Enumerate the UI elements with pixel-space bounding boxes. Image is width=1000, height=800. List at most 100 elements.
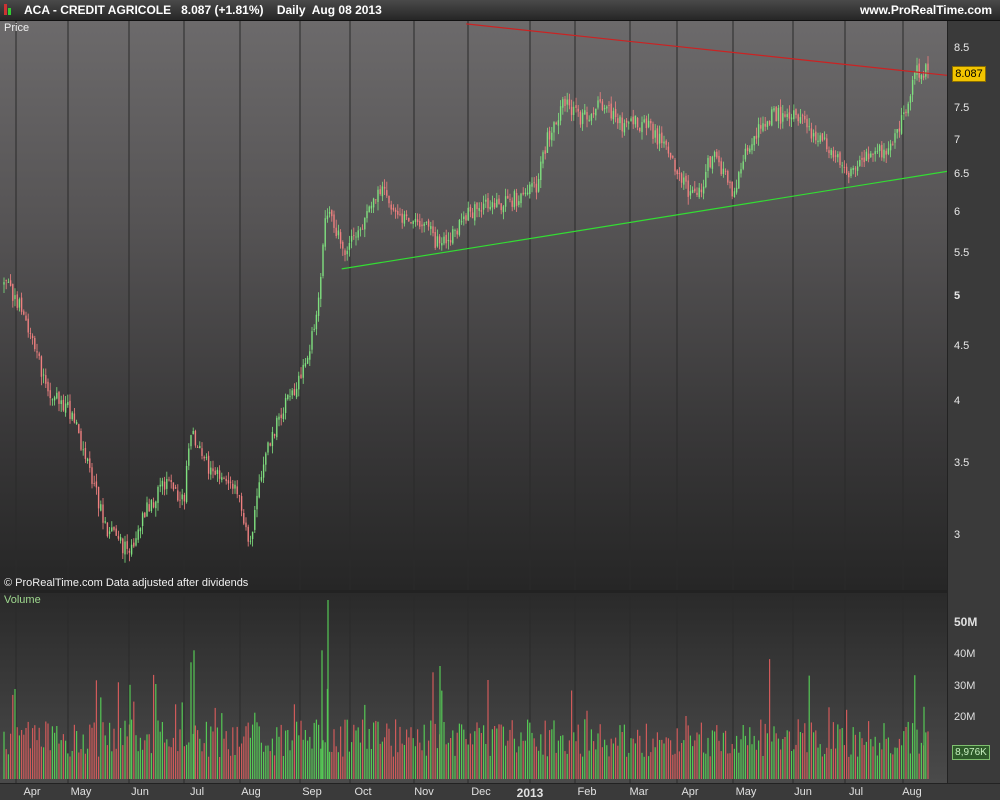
volume-bar [225, 731, 227, 779]
volume-bar [430, 720, 432, 779]
volume-bar [82, 734, 84, 779]
candle-body [551, 132, 553, 141]
candle-body [595, 108, 597, 116]
candle-body [438, 236, 441, 244]
volume-bar [738, 752, 740, 779]
volume-bar [725, 730, 727, 779]
volume-bar [769, 659, 771, 779]
volume-bar [315, 719, 317, 779]
volume-bar [775, 733, 777, 779]
volume-bar [705, 753, 707, 779]
candle-body [599, 99, 601, 102]
x-axis[interactable]: Apr May Jun Jul Aug Sep Oct Nov Dec 2013… [0, 783, 1000, 800]
volume-bar [168, 746, 170, 779]
volume-bar [403, 745, 405, 779]
y-axis-right[interactable] [947, 21, 1000, 783]
candle-body [163, 481, 166, 490]
candle-body [828, 150, 830, 154]
volume-bar [687, 725, 689, 779]
candle-body [399, 214, 401, 215]
volume-bar [177, 751, 179, 779]
volume-bar [802, 733, 804, 779]
candle-body [793, 110, 795, 120]
candle-body [344, 250, 346, 255]
candle-body [337, 230, 340, 236]
volume-bar [623, 724, 625, 779]
volume-bar [12, 694, 14, 779]
candle-body [667, 146, 670, 154]
brand-link[interactable]: www.ProRealTime.com [859, 3, 992, 17]
volume-bar [518, 746, 520, 779]
candle-body [40, 356, 43, 377]
volume-bar [876, 755, 878, 779]
support-trendline[interactable] [341, 170, 947, 270]
candle-body [916, 65, 918, 75]
candle-body [720, 161, 722, 175]
volume-bar [720, 751, 722, 779]
candle-body [97, 486, 100, 509]
volume-bar [762, 756, 764, 779]
volume-bar [241, 743, 243, 779]
volume-bar [300, 720, 302, 779]
price-tick-5: 5 [954, 290, 961, 302]
candle-body [658, 133, 661, 144]
candle-body [227, 480, 230, 484]
volume-bar [643, 756, 645, 779]
volume-bar [527, 719, 529, 779]
candle-body [302, 364, 304, 378]
candle-body [773, 108, 775, 111]
price-panel[interactable]: Price © ProRealTime.com Data adjusted af… [0, 21, 947, 590]
candle-body [328, 212, 331, 214]
volume-bar [498, 724, 500, 779]
volume-bar [608, 756, 610, 779]
volume-bar [377, 721, 379, 779]
candle-body [735, 187, 738, 193]
volume-bar [848, 756, 850, 779]
candle-body [216, 469, 219, 474]
volume-bar [782, 739, 784, 779]
candle-body [390, 204, 392, 210]
volume-bar [626, 756, 628, 779]
candle-body [795, 109, 797, 115]
copyright-note: © ProRealTime.com Data adjusted after di… [4, 577, 249, 589]
volume-bar [190, 662, 192, 779]
volume-bar [298, 735, 300, 779]
volume-bar [885, 738, 887, 779]
volume-bar [918, 753, 920, 779]
candle-body [746, 147, 749, 151]
volume-bar [84, 753, 86, 779]
candle-body [425, 222, 428, 223]
volume-bar [287, 730, 289, 779]
candle-body [839, 152, 841, 166]
volume-panel[interactable]: Volume [0, 593, 947, 783]
candle-body [806, 118, 808, 128]
volume-bar [238, 746, 240, 779]
volume-bar [771, 741, 773, 779]
candle-body [702, 186, 705, 194]
candle-body [700, 189, 703, 193]
candle-body [592, 112, 595, 115]
candle-body [234, 484, 236, 489]
candle-body [89, 458, 91, 468]
volume-bar [500, 724, 502, 779]
volume-bar [476, 722, 478, 779]
volume-bar [342, 756, 344, 779]
volume-bar [865, 741, 867, 779]
resistance-trendline[interactable] [466, 23, 947, 76]
volume-bar [665, 737, 667, 779]
volume-bar [100, 697, 102, 779]
candle-body [430, 226, 432, 229]
volume-bar [804, 723, 806, 779]
volume-bar [667, 738, 669, 779]
candle-body [137, 529, 139, 540]
candle-body [194, 431, 197, 446]
panel-separator[interactable] [0, 590, 1000, 593]
volume-bar [223, 738, 225, 779]
candle-body [434, 232, 436, 248]
candle-body [135, 538, 137, 546]
volume-bar [861, 738, 863, 779]
candle-body [907, 103, 909, 114]
candle-body [238, 495, 241, 497]
volume-bar [412, 738, 414, 779]
volume-bar [716, 725, 718, 779]
